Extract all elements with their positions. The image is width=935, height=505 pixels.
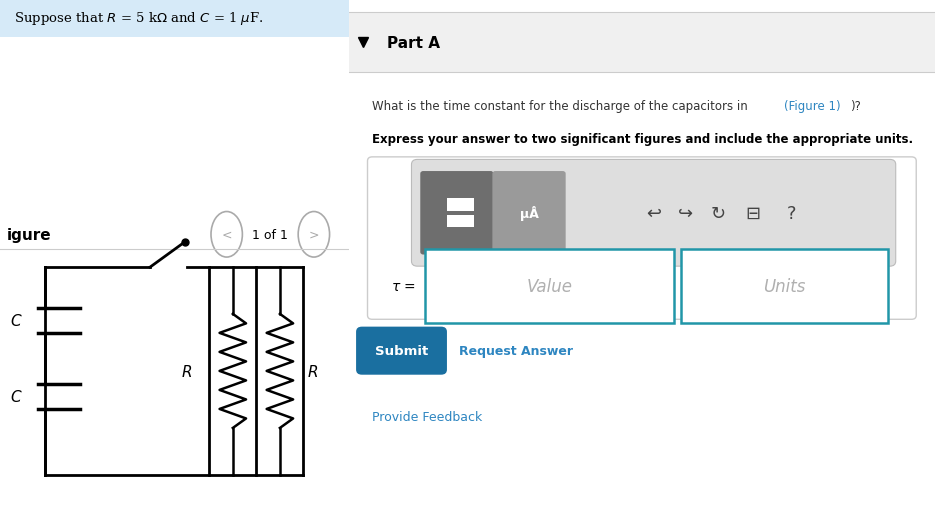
FancyBboxPatch shape	[682, 250, 888, 323]
Text: Suppose that $R$ = 5 k$\Omega$ and $C$ = 1 $\mu$F.: Suppose that $R$ = 5 k$\Omega$ and $C$ =…	[14, 11, 264, 27]
FancyBboxPatch shape	[349, 13, 935, 73]
Text: Provide Feedback: Provide Feedback	[372, 410, 482, 423]
Text: ⊟: ⊟	[746, 205, 761, 222]
Text: Express your answer to two significant figures and include the appropriate units: Express your answer to two significant f…	[372, 132, 913, 145]
Bar	[459, 198, 474, 211]
Text: Request Answer: Request Answer	[459, 344, 572, 358]
Text: igure: igure	[7, 227, 51, 242]
Text: ↻: ↻	[711, 205, 726, 222]
Text: $R$: $R$	[307, 363, 318, 379]
Text: ?: ?	[786, 205, 796, 222]
FancyBboxPatch shape	[493, 172, 566, 255]
Text: $C$: $C$	[10, 313, 23, 329]
Text: >: >	[309, 228, 319, 241]
Bar	[459, 215, 474, 228]
Text: $\tau$ =: $\tau$ =	[391, 280, 416, 293]
Text: $R$: $R$	[181, 363, 193, 379]
FancyBboxPatch shape	[367, 158, 916, 320]
Text: 1 of 1: 1 of 1	[252, 228, 288, 241]
Text: )?: )?	[850, 99, 861, 113]
Text: $C$: $C$	[10, 388, 23, 405]
Text: ↪: ↪	[678, 205, 694, 222]
Bar	[447, 215, 462, 228]
FancyBboxPatch shape	[356, 327, 447, 375]
Text: What is the time constant for the discharge of the capacitors in: What is the time constant for the discha…	[372, 99, 752, 113]
Bar	[447, 198, 462, 211]
Text: <: <	[222, 228, 232, 241]
Text: μÅ: μÅ	[520, 206, 539, 221]
Text: ↩: ↩	[646, 205, 661, 222]
Text: Part A: Part A	[387, 35, 439, 50]
Text: Value: Value	[526, 278, 572, 295]
FancyBboxPatch shape	[420, 172, 494, 255]
FancyBboxPatch shape	[411, 160, 896, 267]
Text: Units: Units	[764, 278, 806, 295]
FancyBboxPatch shape	[0, 0, 349, 38]
FancyBboxPatch shape	[425, 250, 674, 323]
Text: Submit: Submit	[375, 344, 428, 358]
Text: (Figure 1): (Figure 1)	[784, 99, 841, 113]
